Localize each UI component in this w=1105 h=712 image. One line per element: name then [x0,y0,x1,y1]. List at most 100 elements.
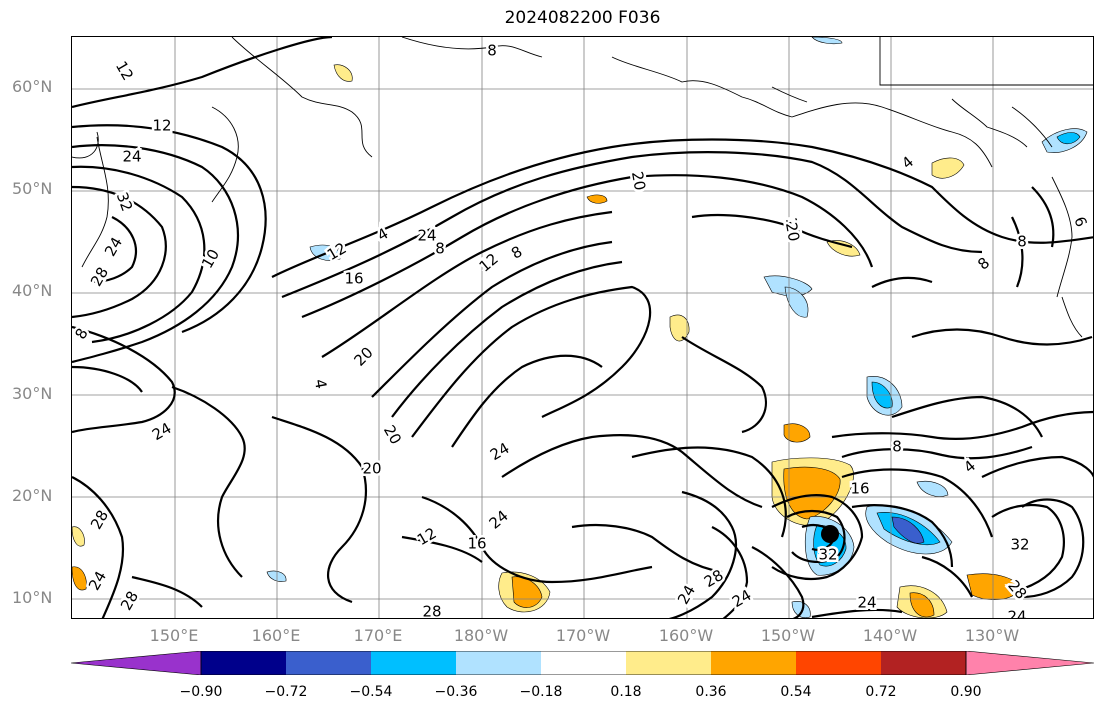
yellow-blob [72,526,85,547]
contour-label: 24 [487,439,513,464]
lon-label-130w: 130°W [964,626,1020,645]
contour-label-halo: 12 [152,117,171,135]
contour-label-halo: 16 [850,480,869,498]
contour-label: 24 [149,419,175,444]
orange-blob [72,566,87,591]
lat-label-10n: 10°N [12,588,53,607]
colorbar-segment [201,651,286,675]
blue-blob [916,480,949,497]
contour-label-halo: 24 [122,148,141,166]
contour-label-halo: 32 [818,546,837,564]
contour-label: 8 [487,42,497,60]
contour-label: 12 [152,117,171,135]
map-panel: 12 12 8 8 12 12 24 24 32 32 24 24 28 28 8 8 12 12 16 16 24 24… [71,36,1094,619]
yellow-blob [669,314,690,342]
blue-blob [811,37,843,45]
contour-label: 32 [1010,536,1029,554]
contour-label: 28 [422,603,441,620]
contour-label: 16 [850,480,869,498]
contour-label: 12 [112,58,137,84]
contour-label-halo: 32 [1010,536,1029,554]
colorbar-tick-label: −0.36 [434,684,478,700]
colorbar-segment [541,651,626,675]
shaded-anomaly-layer [72,37,1088,618]
colorbar-tick-label: 0.18 [610,684,642,700]
contour-label: 8 [72,325,92,342]
lat-label-30n: 30°N [12,384,53,403]
contour-label: 24 [417,227,436,245]
coastlines [72,37,1093,338]
contour-label: 24 [486,507,512,533]
contour-label: 4 [311,378,330,391]
contour-label: 6 [1070,214,1090,229]
contour-label-halo: 16 [344,270,363,288]
contour-label: 8 [1017,233,1027,251]
lat-label-50n: 50°N [12,179,53,198]
contour-label-halo: 28 [422,603,441,620]
colorbar-tick-label: 0.36 [695,684,727,700]
contour-label: 24 [729,586,755,611]
colorbar-min-extend [70,650,202,676]
yellow-blob [333,64,353,82]
orange-blob [586,194,608,204]
contour-label: 20 [782,221,803,243]
contour-label-halo: 8 [487,42,497,60]
contour-label: 8 [974,254,993,274]
lon-label-170w: 170°W [555,626,611,645]
contour-label: 24 [101,234,126,260]
colorbar-segment [796,651,881,675]
lon-label-160w: 160°W [658,626,714,645]
lon-label-150w: 150°W [760,626,816,645]
colorbar-segment [286,651,371,675]
blue-blob [763,275,813,297]
orange-blob [783,466,841,520]
contour-label-halo: 24 [1007,608,1026,620]
colorbar-segment [711,651,796,675]
colorbar-segment [881,651,966,675]
contour-label: 8 [435,240,445,258]
contour-label: 4 [898,153,917,173]
contour-label: 12 [414,524,440,549]
contour-label: 4 [960,457,979,477]
contour-label: 24 [1007,608,1026,620]
contour-label: 16 [782,216,803,238]
contour-label-halo: 20 [362,460,381,478]
contour-label: 28 [117,588,142,614]
contour-label: 20 [362,460,381,478]
contour-label: 24 [85,568,110,594]
yellow-blob [826,240,861,257]
cyclone-center-marker [821,525,839,543]
colorbar [70,650,1095,679]
orange-blob [783,423,811,443]
contour-label: 20 [628,170,649,192]
colorbar-tick-label: −0.54 [349,684,393,700]
colorbar-max-extend [965,650,1095,676]
map-title: 2024082200 F036 [504,8,661,28]
contour-label: 24 [857,594,876,612]
lon-label-140w: 140°W [862,626,918,645]
contour-label-halo: 8 [435,240,445,258]
colorbar-tick-label: 0.54 [780,684,812,700]
blue-blob [266,570,287,582]
contour-label: 28 [87,264,112,290]
colorbar-tick-label: 0.90 [950,684,982,700]
deep-blue-blob [1056,132,1081,145]
contour-label: 24 [122,148,141,166]
contour-label: 20 [351,344,377,370]
contour-label: 32 [113,190,136,214]
lon-label-180w: 180°W [453,626,509,645]
contour-lines [72,37,1093,618]
lat-label-20n: 20°N [12,486,53,505]
contour-label: 16 [344,270,363,288]
colorbar-segment [371,651,456,675]
contour-label-halo: 16 [467,535,486,553]
lat-label-60n: 60°N [12,77,53,96]
blue-blob [791,601,811,618]
contour-label: 8 [508,242,525,262]
contour-label: 28 [701,566,727,591]
lon-label-160e: 160°E [251,626,301,645]
contour-label: 32 [818,546,837,564]
lon-label-150e: 150°E [149,626,199,645]
contour-label: 20 [380,422,405,448]
contour-label-halo: 8 [892,438,902,456]
